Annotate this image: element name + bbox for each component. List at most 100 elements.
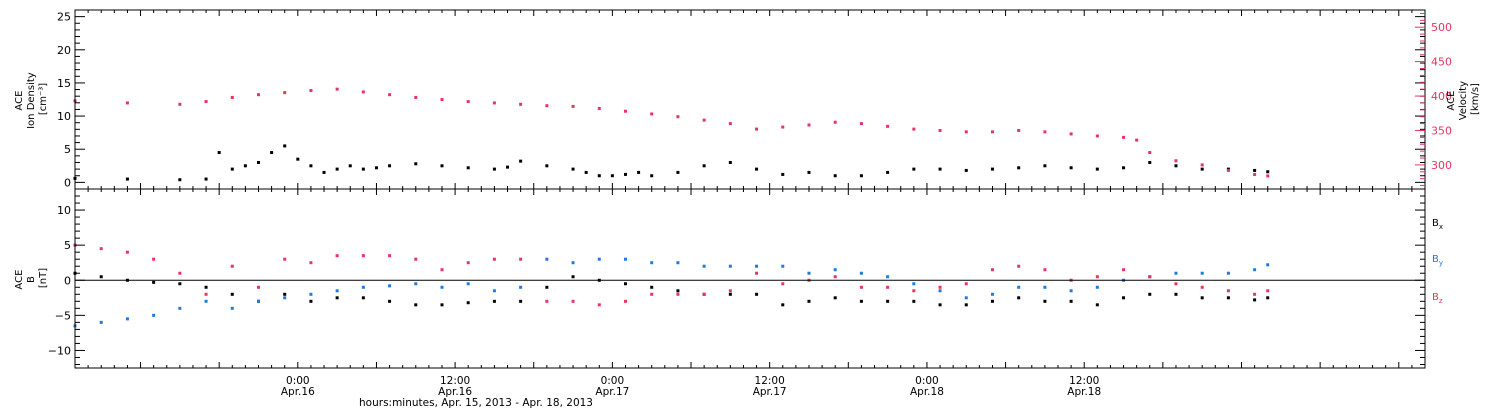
velocity-point xyxy=(1069,132,1073,136)
time-tick-label: 0:00 xyxy=(286,375,310,387)
density-point xyxy=(270,151,274,155)
bx-point xyxy=(1095,303,1099,307)
velocity-point xyxy=(388,93,392,97)
bz-point xyxy=(361,254,365,258)
velocity-point xyxy=(597,106,601,110)
field-data-layer xyxy=(73,243,1270,328)
bz-point xyxy=(230,264,234,268)
velocity-point xyxy=(650,112,654,116)
velocity-point xyxy=(1174,159,1178,163)
by-point xyxy=(256,299,260,303)
by-point xyxy=(859,271,863,275)
bx-point xyxy=(912,299,916,303)
density-point xyxy=(230,167,234,171)
time-axis-labels: 0:00Apr.1612:00Apr.160:00Apr.1712:00Apr.… xyxy=(281,375,1101,398)
bz-point xyxy=(781,282,785,286)
density-point xyxy=(519,159,523,163)
by-point xyxy=(1017,285,1021,289)
by-point xyxy=(1043,285,1047,289)
density-point xyxy=(676,170,680,174)
by-point xyxy=(1253,268,1257,272)
legend-bz-main: B xyxy=(1432,292,1439,303)
bx-point xyxy=(571,275,575,279)
bz-point xyxy=(256,285,260,289)
velocity-point xyxy=(623,109,627,113)
bz-point xyxy=(545,299,549,303)
by-point xyxy=(204,299,208,303)
value-tick-label: 5 xyxy=(64,239,71,252)
legend-by-main: B xyxy=(1432,254,1439,265)
velocity-point xyxy=(204,100,208,104)
value-tick-label: −10 xyxy=(48,344,71,357)
density-point xyxy=(322,170,326,174)
velocity-point xyxy=(1017,128,1021,132)
value-tick-label: 10 xyxy=(57,204,71,217)
bz-point xyxy=(859,285,863,289)
by-point xyxy=(545,257,549,261)
velocity-point xyxy=(728,122,732,126)
density-point xyxy=(243,164,247,168)
density-point xyxy=(1017,166,1021,170)
bz-point xyxy=(938,285,942,289)
bx-point xyxy=(545,285,549,289)
by-point xyxy=(990,292,994,296)
bx-point xyxy=(650,285,654,289)
by-point xyxy=(650,261,654,265)
density-point xyxy=(204,177,208,181)
velocity-point xyxy=(1135,138,1139,142)
density-point xyxy=(1043,164,1047,168)
velocity-point xyxy=(781,125,785,129)
time-axis: 0:00Apr.1612:00Apr.160:00Apr.1712:00Apr.… xyxy=(281,375,1101,409)
density-point xyxy=(335,167,339,171)
bz-point xyxy=(466,261,470,265)
date-tick-label: Apr.17 xyxy=(595,386,629,398)
velocity-point xyxy=(178,102,182,106)
velocity-axis-title-line-3: [km/s] xyxy=(1470,83,1481,115)
value-tick-label: 0 xyxy=(64,274,71,287)
by-point xyxy=(99,320,103,324)
legend-by: By xyxy=(1432,254,1443,267)
time-tick-label: 0:00 xyxy=(915,375,939,387)
bx-point xyxy=(1226,296,1230,300)
density-point xyxy=(414,162,418,166)
bx-point xyxy=(964,303,968,307)
bx-point xyxy=(807,299,811,303)
density-point xyxy=(178,178,182,182)
bx-point xyxy=(388,299,392,303)
density-point xyxy=(361,167,365,171)
by-point xyxy=(886,275,890,279)
bz-point xyxy=(1148,275,1152,279)
bx-point xyxy=(204,285,208,289)
by-point xyxy=(492,289,496,293)
velocity-point xyxy=(414,95,418,99)
bz-point xyxy=(676,292,680,296)
bx-point xyxy=(990,299,994,303)
velocity-point xyxy=(964,130,968,134)
velocity-axis-title-line-1: ACE xyxy=(1446,91,1457,111)
bz-point xyxy=(283,257,287,261)
bx-point xyxy=(414,303,418,307)
by-point xyxy=(728,264,732,268)
velocity-point xyxy=(676,115,680,119)
value-tick-label: 300 xyxy=(1431,159,1452,172)
by-point xyxy=(755,264,759,268)
velocity-point xyxy=(492,101,496,105)
density-point xyxy=(584,170,588,174)
bx-point xyxy=(1017,296,1021,300)
bx-point xyxy=(335,296,339,300)
bz-point xyxy=(1095,275,1099,279)
density-axis-title: ACE Ion Density [cm⁻³] xyxy=(14,69,49,129)
velocity-point xyxy=(755,127,759,131)
field-axis: −10 −5 0 5 10 xyxy=(48,188,1425,365)
value-tick-label: 20 xyxy=(57,44,71,57)
bx-point xyxy=(361,296,365,300)
bx-point xyxy=(1266,296,1270,300)
by-point xyxy=(623,257,627,261)
density-point xyxy=(217,151,221,155)
velocity-axis-title-line-2: Velocity xyxy=(1458,81,1469,120)
velocity-point xyxy=(1148,151,1152,155)
by-point xyxy=(361,285,365,289)
density-point xyxy=(781,172,785,176)
bx-point xyxy=(886,299,890,303)
value-tick-label: 350 xyxy=(1431,124,1452,137)
